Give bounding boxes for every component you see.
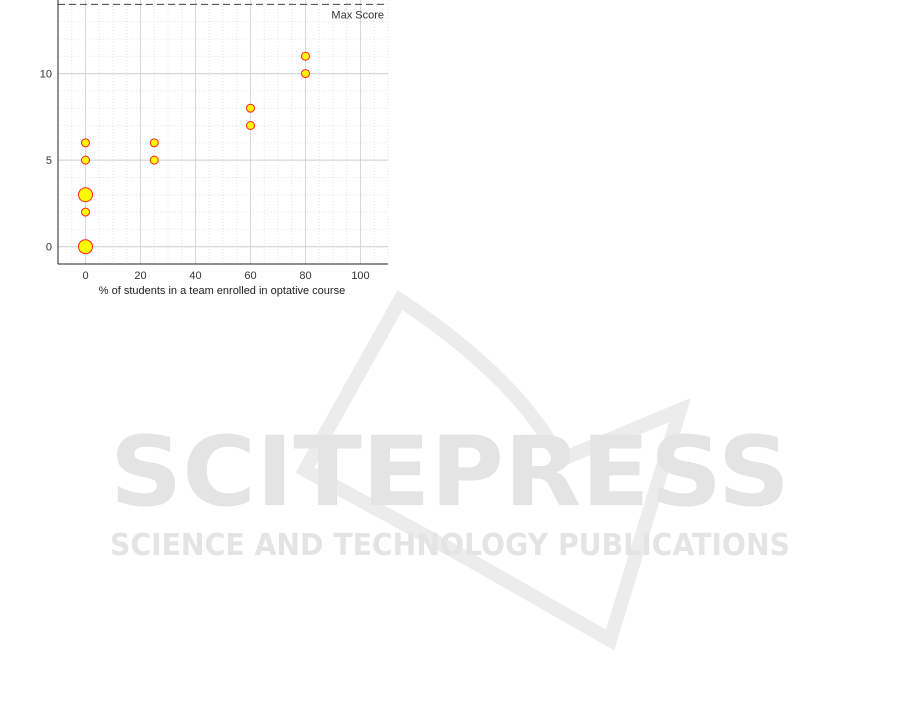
y-tick-label: 0 bbox=[46, 242, 52, 254]
watermark-tagline: SCIENCE AND TECHNOLOGY PUBLICATIONS bbox=[110, 528, 790, 563]
y-tick-label: 5 bbox=[46, 155, 52, 167]
book-logo-icon bbox=[295, 289, 692, 651]
axes: 020406080100051015 bbox=[40, 0, 388, 282]
data-point bbox=[149, 138, 159, 148]
x-tick-label: 60 bbox=[244, 270, 256, 282]
grid bbox=[57, 0, 389, 265]
x-tick-label: 100 bbox=[351, 270, 369, 282]
x-tick-label: 20 bbox=[134, 270, 146, 282]
data-point bbox=[246, 121, 255, 130]
x-tick-label: 80 bbox=[299, 270, 311, 282]
data-point bbox=[78, 187, 93, 203]
watermark-brand: SCITEPRESS bbox=[110, 416, 790, 528]
x-tick-label: 0 bbox=[82, 270, 88, 282]
data-point bbox=[81, 207, 90, 217]
data-point bbox=[78, 239, 93, 255]
points bbox=[78, 51, 310, 255]
x-axis-label: % of students in a team enrolled in opta… bbox=[99, 285, 345, 297]
data-point bbox=[246, 103, 255, 113]
data-point bbox=[301, 51, 310, 61]
y-tick-label: 10 bbox=[40, 69, 52, 81]
scatter-chart: Max Score 020406080100051015 % of studen… bbox=[40, 0, 389, 297]
data-point bbox=[301, 69, 310, 79]
data-point bbox=[81, 155, 90, 165]
data-point bbox=[81, 138, 90, 148]
x-tick-label: 40 bbox=[189, 270, 201, 282]
max-score-label: Max Score bbox=[331, 9, 384, 21]
data-point bbox=[149, 155, 159, 165]
